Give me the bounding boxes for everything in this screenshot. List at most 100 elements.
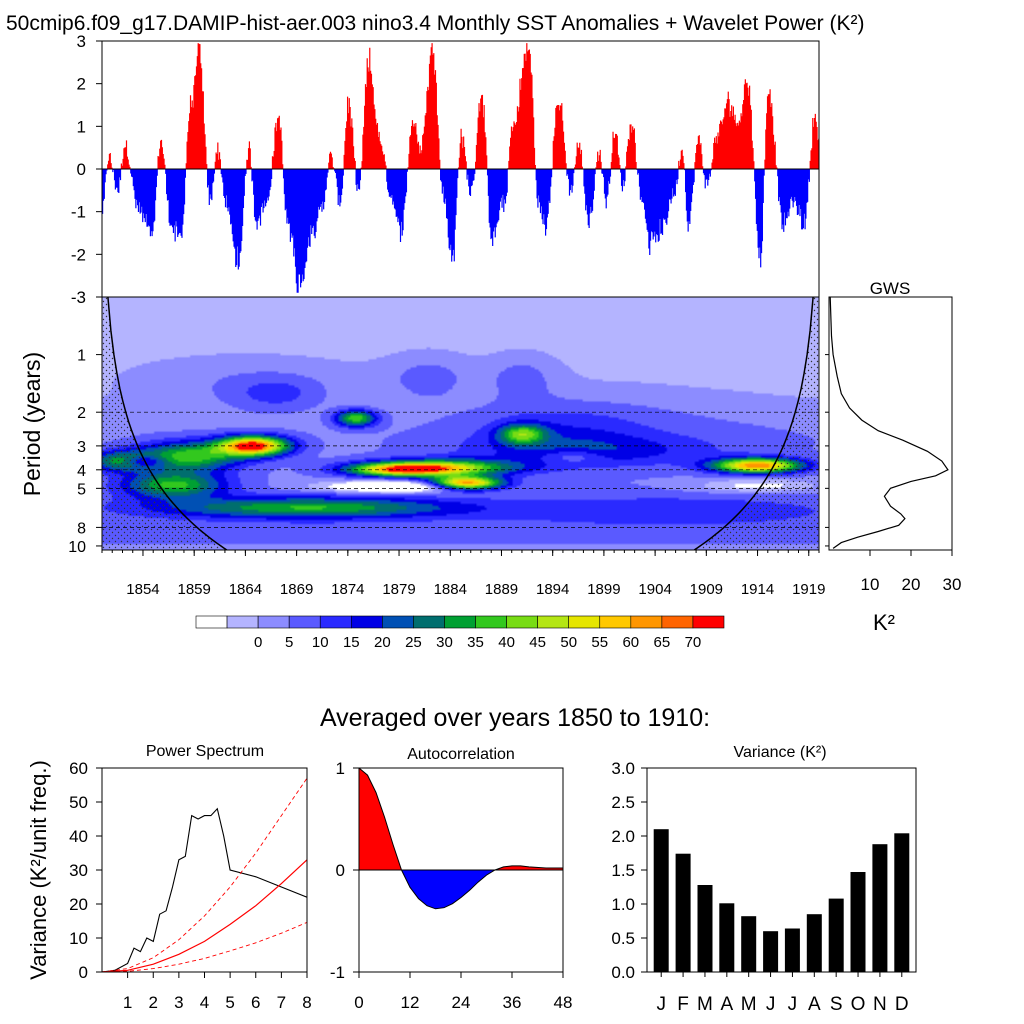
cone-of-influence-shading <box>102 297 819 550</box>
anomaly-y-tick-label: 0 <box>77 160 86 179</box>
wavelet-y-tick-label: 3 <box>77 439 86 456</box>
colorbar-box <box>382 615 414 629</box>
variance-x-tick-label: S <box>830 994 843 1015</box>
wavelet-x-tick-label: 1919 <box>792 581 825 598</box>
power-x-tick-label: 4 <box>200 993 209 1012</box>
gws-line <box>829 297 949 549</box>
power-x-tick-label: 5 <box>225 993 234 1012</box>
power-x-tick-label: 3 <box>174 993 183 1012</box>
colorbar-label: 55 <box>591 634 608 651</box>
wavelet-x-tick-label: 1869 <box>280 581 313 598</box>
colorbar-box <box>319 615 352 629</box>
colorbar-box <box>444 615 476 629</box>
colorbar-box <box>630 615 663 629</box>
colorbar-box <box>599 615 632 629</box>
anomaly-y-tick-label: -2 <box>71 245 86 264</box>
colorbar-box <box>195 615 228 629</box>
variance-x-tick-label: D <box>895 994 909 1015</box>
wavelet-x-tick-label: 1874 <box>331 581 364 598</box>
variance-x-tick-label: J <box>656 994 666 1015</box>
wavelet-chart: 1 2 3 45 8 10 1854 1859 1864 1869 1874 1879 1884 188… <box>19 296 825 598</box>
autocorrelation-x-tick-label: 36 <box>503 993 522 1012</box>
gws-x-tick-label: 20 <box>902 575 921 594</box>
variance-ticks: J F M A M J J A S O N D0.00.51.01.52.02.53.0 <box>611 759 908 1015</box>
autocorrelation-y-tick-label: 0 <box>336 861 345 880</box>
wavelet-x-tick-label: 1864 <box>229 581 262 598</box>
autocorrelation-x-tick-label: 48 <box>554 993 573 1012</box>
variance-x-tick-label: N <box>873 994 887 1015</box>
colorbar-label: 20 <box>374 634 391 651</box>
wavelet-x-tick-label: 1904 <box>638 581 671 598</box>
colorbar-label: 15 <box>343 634 360 651</box>
variance-x-tick-label: M <box>697 994 713 1015</box>
gws-title: GWS <box>870 279 911 298</box>
variance-bar <box>697 885 713 972</box>
variance-bar <box>806 914 822 972</box>
gws-x-ticks: 10 20 30 <box>825 354 962 594</box>
power-y-tick-label: 30 <box>69 861 88 880</box>
power-spectrum-lines <box>102 777 307 972</box>
variance-bar <box>784 928 800 972</box>
power-x-tick-label: 7 <box>277 993 286 1012</box>
wavelet-x-tick-label: 1884 <box>434 581 467 598</box>
wavelet-y-ticks: 1 2 3 45 8 10 <box>68 348 102 556</box>
variance-y-tick-label: 1.0 <box>611 895 635 914</box>
colorbar-box <box>475 615 507 629</box>
variance-x-tick-label: O <box>851 994 866 1015</box>
colorbar-box <box>413 615 445 629</box>
colorbar: 0 5 10 15 20 25 30 35 40 45 50 55 60 65 70 <box>195 615 725 651</box>
autocorrelation-ticks: 0 12 24 36 48 1 0 -1 <box>330 759 573 1012</box>
wavelet-y-tick-label: 1 <box>77 348 86 365</box>
variance-y-tick-label: 2.5 <box>611 793 635 812</box>
wavelet-x-tick-label: 1914 <box>741 581 774 598</box>
autocorrelation-y-tick-label: -1 <box>330 963 345 982</box>
power-spectrum-ticks: 1 2 3 4 5 6 7 8 0 10 20 30 40 50 60 <box>69 759 312 1012</box>
colorbar-box <box>257 615 290 629</box>
colorbar-box <box>288 615 321 629</box>
power-y-tick-label: 40 <box>69 827 88 846</box>
colorbar-label: 35 <box>467 634 484 651</box>
colorbar-label: 25 <box>405 634 422 651</box>
wavelet-y-tick-label: 4 <box>77 463 86 480</box>
variance-bar <box>828 898 844 972</box>
wavelet-y-tick-label: 10 <box>68 539 86 556</box>
power-x-tick-label: 1 <box>123 993 132 1012</box>
colorbar-label: 30 <box>436 634 453 651</box>
power-y-tick-label: 20 <box>69 895 88 914</box>
autocorrelation-chart: Autocorrelation 0 12 24 36 48 1 0 -1 <box>330 746 573 1012</box>
figure-title: 50cmip6.f09_g17.DAMIP-hist-aer.003 nino3… <box>6 12 865 35</box>
wavelet-y-tick-label: 2 <box>77 405 86 422</box>
wavelet-y-label: Period (years) <box>19 352 45 496</box>
colorbar-label: 40 <box>498 634 515 651</box>
variance-bar <box>675 853 691 972</box>
gws-chart: GWS 10 20 30 K² <box>825 279 961 635</box>
variance-y-tick-label: 3.0 <box>611 759 635 778</box>
power-spectrum-series-0 <box>102 807 307 972</box>
colorbar-label: 70 <box>685 634 702 651</box>
gws-x-tick-label: 10 <box>861 575 880 594</box>
wavelet-reference-lines <box>102 411 819 528</box>
anomaly-y-tick-label: -3 <box>71 288 86 307</box>
autocorrelation-line <box>358 767 563 910</box>
variance-bar <box>894 833 910 972</box>
colorbar-label: 45 <box>529 634 546 651</box>
colorbar-label: 5 <box>285 634 293 651</box>
variance-y-tick-label: 1.5 <box>611 861 635 880</box>
wavelet-x-tick-label: 1854 <box>126 581 159 598</box>
anomaly-y-tick-label: 3 <box>77 32 86 51</box>
autocorrelation-y-tick-label: 1 <box>336 759 345 778</box>
colorbar-label: 10 <box>312 634 329 651</box>
variance-y-tick-label: 0.5 <box>611 929 635 948</box>
colorbar-box <box>537 615 570 629</box>
variance-y-tick-label: 0.0 <box>611 963 635 982</box>
variance-bar <box>763 931 779 972</box>
gws-x-tick-label: 30 <box>943 575 962 594</box>
wavelet-x-tick-label: 1879 <box>382 581 415 598</box>
power-spectrum-series-2 <box>102 777 307 972</box>
variance-title: Variance (K²) <box>733 744 826 761</box>
colorbar-box <box>692 615 725 629</box>
cone-of-influence-line <box>107 297 814 550</box>
autocorrelation-positive-area <box>359 768 563 870</box>
wavelet-x-tick-label: 1894 <box>536 581 569 598</box>
power-y-tick-label: 50 <box>69 793 88 812</box>
